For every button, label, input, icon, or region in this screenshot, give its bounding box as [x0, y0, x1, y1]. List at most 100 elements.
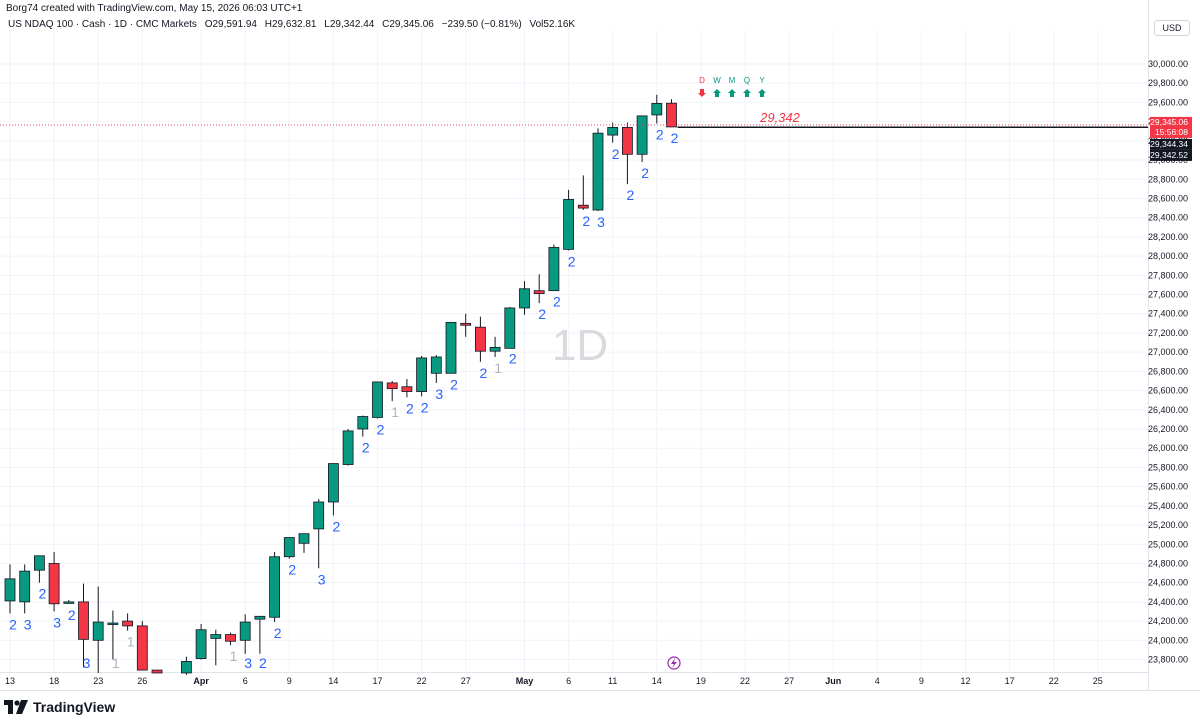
count-label: 2: [362, 440, 370, 456]
lightning-icon[interactable]: [667, 656, 681, 670]
candle-body: [313, 501, 325, 530]
horizontal-line[interactable]: 29,342: [0, 110, 1148, 128]
candle-up: [34, 555, 45, 583]
time-tick-label: 14: [652, 676, 662, 686]
price-tick-label: 24,000.00: [1148, 635, 1188, 645]
candle-down: [386, 380, 398, 402]
candle-up: [269, 551, 281, 623]
time-tick-label: 27: [461, 676, 471, 686]
price-tick-label: 29,800.00: [1148, 78, 1188, 88]
candle-body: [636, 115, 648, 155]
price-tick-label: 26,800.00: [1148, 366, 1188, 376]
candle-up: [489, 336, 501, 357]
candle-down: [622, 122, 633, 185]
candle-down: [78, 583, 89, 668]
candle-body: [651, 102, 663, 116]
count-label: 2: [406, 400, 414, 416]
time-tick-label: 19: [696, 676, 706, 686]
count-label: 2: [274, 625, 282, 641]
price-tag-bg: [1150, 149, 1192, 161]
price-tick-label: 26,600.00: [1148, 386, 1188, 396]
currency-selector[interactable]: USD: [1154, 20, 1190, 36]
price-tag-text: 29,342.52: [1150, 150, 1188, 160]
candle-up: [195, 623, 207, 660]
candle-body: [225, 634, 236, 642]
candle-body: [372, 381, 383, 418]
time-axis[interactable]: 13 18 23 26 Apr 6 9 14 17 22 27 May 6 11 14 19 22 27 Jun 4 9…: [5, 676, 1103, 686]
candle-down: [666, 99, 677, 128]
time-tick-label: 22: [1049, 676, 1059, 686]
candle-body: [460, 322, 472, 326]
candle-body: [298, 533, 310, 544]
price-tag-text: 29,345.06: [1150, 117, 1188, 127]
candle-up: [548, 244, 560, 292]
candle-body: [445, 321, 457, 374]
candle-up: [283, 537, 295, 559]
count-label: 2: [627, 187, 635, 203]
candle-up: [254, 615, 266, 654]
candle-up: [357, 415, 369, 437]
candle-body: [180, 661, 192, 674]
candle-body: [474, 326, 486, 352]
price-tick-label: 29,600.00: [1148, 97, 1188, 107]
price-tag-3: 29,342.52: [1150, 149, 1192, 161]
candle-body: [504, 307, 516, 349]
candle-body: [592, 132, 604, 211]
price-tick-label: 27,600.00: [1148, 290, 1188, 300]
count-label: 2: [450, 376, 458, 392]
price-tick-label: 25,600.00: [1148, 482, 1188, 492]
price-tick-label: 26,000.00: [1148, 443, 1188, 453]
arrow-up-icon: [743, 89, 751, 97]
time-tick-label: 6: [243, 676, 248, 686]
price-tag-text: 29,344.34: [1150, 139, 1188, 149]
symbol-name[interactable]: US NDAQ 100 · Cash · 1D · CMC Markets: [8, 19, 197, 30]
low-value: L29,342.44: [324, 19, 375, 30]
price-tick-label: 28,400.00: [1148, 213, 1188, 223]
mtf-label-d: D: [699, 76, 705, 85]
arrow-down-icon: [698, 89, 706, 97]
arrow-up-icon: [713, 89, 721, 97]
close-value: C29,345.06: [382, 19, 434, 30]
mtf-label-w: W: [713, 76, 721, 85]
count-label: 2: [671, 130, 679, 146]
candle-up: [63, 599, 75, 604]
candle-down: [474, 316, 486, 362]
high-value: H29,632.81: [264, 19, 317, 30]
candle-body: [254, 615, 266, 620]
candle-up: [430, 355, 442, 383]
candle-body: [327, 463, 339, 503]
time-tick-label: 22: [417, 676, 427, 686]
candle-body: [136, 625, 148, 671]
candle-body: [19, 570, 31, 603]
count-label: 3: [53, 614, 61, 630]
candle-body: [548, 247, 560, 292]
candle-body: [239, 621, 251, 641]
chart-caption: Borg74 created with TradingView.com, May…: [6, 3, 303, 14]
candle-up: [607, 122, 619, 143]
count-label: 1: [494, 360, 502, 376]
count-label: 2: [641, 165, 649, 181]
candle-body: [401, 386, 413, 392]
price-tick-label: 27,800.00: [1148, 270, 1188, 280]
candle-down: [122, 613, 133, 631]
time-tick-label: 22: [740, 676, 750, 686]
candle-up: [19, 564, 31, 614]
candle-down: [401, 379, 413, 398]
mtf-label-y: Y: [759, 76, 765, 85]
candle-up: [504, 307, 516, 349]
candle-body: [195, 629, 207, 659]
price-tick-label: 27,000.00: [1148, 347, 1188, 357]
count-label: 1: [391, 404, 399, 420]
last-price-tag: 29,345.06: [1150, 116, 1192, 128]
candle-body: [63, 601, 75, 604]
time-tick-label: 14: [328, 676, 338, 686]
candles: [4, 94, 677, 675]
candle-body: [666, 102, 677, 128]
candle-up: [592, 128, 604, 211]
count-label: 3: [83, 655, 91, 671]
interval-watermark: 1D: [552, 321, 608, 370]
candle-body: [122, 620, 133, 627]
time-tick-label: Apr: [193, 676, 209, 686]
